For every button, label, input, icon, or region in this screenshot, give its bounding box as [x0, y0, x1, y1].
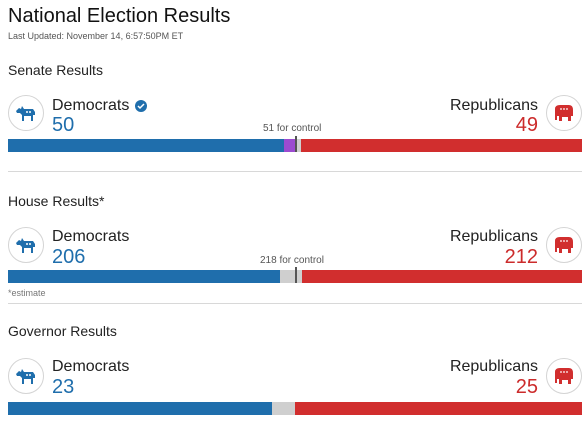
senate-republican-bar-segment	[301, 139, 582, 152]
house-section-title: House Results*	[8, 193, 105, 209]
senate-seat-bar	[8, 136, 582, 152]
house-undecided-bar-segment	[280, 270, 302, 283]
section-divider	[8, 303, 582, 304]
governor-democrats-count: 23	[52, 376, 75, 398]
house-democrats-label: Democrats	[52, 228, 130, 245]
senate-results-section: Senate Results Democrats 50 Republicans …	[0, 62, 586, 172]
page-title: National Election Results	[8, 5, 231, 27]
governor-democrats-label: Democrats	[52, 358, 130, 375]
governor-results-section: Governor Results Democrats 23 Republican…	[0, 323, 586, 421]
senate-democrat-bar-segment	[8, 139, 284, 152]
senate-control-tick	[295, 136, 297, 152]
house-democrats-count: 206	[52, 246, 86, 268]
governor-republicans-count: 25	[515, 376, 538, 398]
house-control-tick	[295, 267, 297, 283]
republican-elephant-icon	[546, 358, 582, 394]
governor-undecided-bar-segment	[272, 402, 295, 415]
senate-democrats-label: Democrats	[52, 97, 130, 114]
house-republicans-label: Republicans	[449, 228, 538, 245]
house-estimate-footnote: *estimate	[8, 288, 46, 298]
last-updated-timestamp: Last Updated: November 14, 6:57:50PM ET	[8, 31, 184, 41]
senate-democrats-count: 50	[52, 114, 75, 136]
senate-undecided-bar-segment	[295, 139, 301, 152]
governor-section-title: Governor Results	[8, 323, 117, 339]
governor-seat-bar	[8, 402, 582, 415]
house-democrat-bar-segment	[8, 270, 280, 283]
democrat-donkey-icon	[8, 358, 44, 394]
house-results-section: House Results* Democrats 206 Republicans…	[0, 193, 586, 303]
senate-republicans-label: Republicans	[449, 97, 538, 114]
senate-section-title: Senate Results	[8, 62, 103, 78]
governor-democrat-bar-segment	[8, 402, 272, 415]
senate-winner-checkmark-icon	[135, 100, 147, 112]
republican-elephant-icon	[546, 227, 582, 263]
house-republicans-count: 212	[504, 246, 538, 268]
senate-republicans-count: 49	[515, 114, 538, 136]
house-republican-bar-segment	[302, 270, 582, 283]
senate-control-threshold-label: 51 for control	[263, 123, 322, 134]
governor-republicans-label: Republicans	[449, 358, 538, 375]
democrat-donkey-icon	[8, 227, 44, 263]
republican-elephant-icon	[546, 95, 582, 131]
senate-independent-bar-segment	[284, 139, 295, 152]
house-control-threshold-label: 218 for control	[260, 255, 324, 266]
section-divider	[8, 171, 582, 172]
house-seat-bar	[8, 267, 582, 283]
governor-republican-bar-segment	[295, 402, 582, 415]
democrat-donkey-icon	[8, 95, 44, 131]
